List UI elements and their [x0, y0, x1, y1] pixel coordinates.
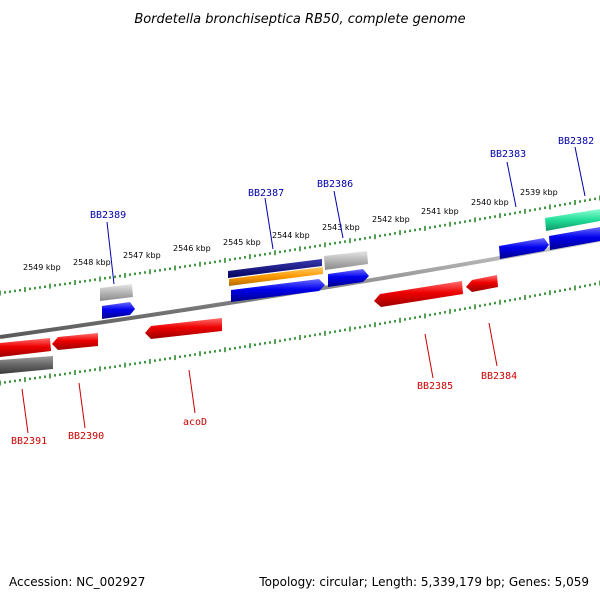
scale-label: 2547 kbp	[123, 251, 161, 260]
leader-bb2389	[106, 221, 115, 285]
gene-label-bb2389: BB2389	[90, 210, 126, 221]
gene-label-bb2382: BB2382	[558, 136, 594, 147]
scale-label: 2544 kbp	[272, 231, 310, 240]
scale-label: 2549 kbp	[23, 263, 61, 272]
leader-bb2390	[78, 382, 86, 429]
gene-bb2389[interactable]	[102, 302, 135, 319]
accession-text: Accession: NC_002927	[9, 575, 145, 589]
leader-bb2382	[574, 146, 586, 197]
gene-label-bb2385: BB2385	[417, 381, 453, 392]
feature-dark-grey[interactable]	[0, 356, 53, 374]
gene-bb2382-blue[interactable]	[549, 227, 600, 250]
gene-label-bb2383: BB2383	[490, 149, 526, 160]
gene-bb2390[interactable]	[52, 333, 98, 350]
gene-label-bb2391: BB2391	[11, 436, 47, 447]
gene-bb2386[interactable]	[328, 269, 369, 287]
scale-labels: 2549 kbp 2548 kbp 2547 kbp 2546 kbp 2545…	[23, 188, 558, 272]
gene-acod[interactable]	[145, 318, 222, 339]
scale-ring-inner	[0, 280, 600, 386]
gene-bb2387[interactable]	[231, 279, 325, 302]
feature-orange[interactable]	[229, 267, 323, 286]
gene-label-bb2384: BB2384	[481, 371, 517, 382]
scale-label: 2539 kbp	[520, 188, 558, 197]
feature-navy[interactable]	[228, 259, 322, 278]
leader-bb2386	[333, 190, 344, 239]
gene-bb2383[interactable]	[499, 238, 549, 259]
label-leaders	[21, 146, 586, 434]
leader-bb2384	[488, 322, 498, 367]
leader-bb2391	[21, 388, 29, 434]
scale-label: 2541 kbp	[421, 207, 459, 216]
gene-label-bb2390: BB2390	[68, 431, 104, 442]
leader-bb2387	[264, 197, 274, 250]
gene-label-acod: acoD	[183, 417, 207, 428]
gene-bb2384[interactable]	[466, 275, 498, 292]
feature-grey[interactable]	[100, 284, 133, 301]
scale-label: 2546 kbp	[173, 244, 211, 253]
gene-bb2385[interactable]	[374, 281, 463, 307]
gene-label-bb2387: BB2387	[248, 188, 284, 199]
scale-label: 2542 kbp	[372, 215, 410, 224]
scale-label: 2540 kbp	[471, 198, 509, 207]
topology-summary: Topology: circular; Length: 5,339,179 bp…	[258, 575, 589, 589]
leader-bb2385	[424, 333, 434, 379]
gene-bb2382[interactable]	[545, 209, 600, 231]
gene-bb2391[interactable]	[0, 338, 51, 357]
forward-features	[100, 209, 600, 319]
gene-labels: BB2389 BB2387 BB2386 BB2383 BB2382 BB239…	[11, 136, 594, 447]
gene-label-bb2386: BB2386	[317, 179, 353, 190]
scale-label: 2548 kbp	[73, 258, 111, 267]
scale-label: 2545 kbp	[223, 238, 261, 247]
reverse-features	[0, 275, 498, 374]
leader-acod	[188, 369, 196, 414]
scale-ring-outer	[0, 195, 600, 296]
feature-grey[interactable]	[324, 251, 368, 270]
leader-bb2383	[506, 161, 517, 208]
map-title: Bordetella bronchiseptica RB50, complete…	[134, 12, 465, 27]
